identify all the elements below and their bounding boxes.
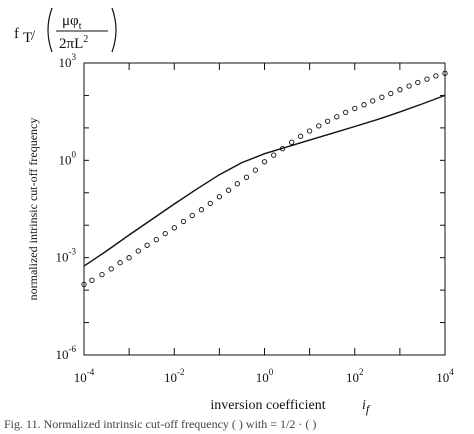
data-point	[379, 94, 385, 100]
data-point	[216, 194, 223, 200]
y-tick-base: 10	[59, 152, 72, 167]
data-point	[126, 255, 132, 261]
corner-label-numerator-sub: t	[79, 21, 82, 32]
chart-corner-label: f T/ μφt 2πL2	[14, 7, 117, 53]
y-tick-label: 103	[59, 52, 77, 70]
data-point	[334, 114, 340, 120]
x-tick-label: 10-2	[164, 367, 185, 385]
axis-ticks	[83, 62, 446, 356]
x-axis-symbol: if	[362, 398, 371, 416]
x-tick-label: 102	[346, 367, 364, 385]
data-point	[424, 76, 430, 82]
data-point	[261, 159, 268, 165]
x-tick-exponent: -4	[87, 367, 95, 377]
x-tick-base: 10	[346, 370, 359, 385]
data-point	[442, 70, 448, 76]
x-tick-exponent: 0	[269, 367, 274, 377]
data-point	[225, 187, 232, 193]
x-tick-base: 10	[164, 370, 177, 385]
x-tick-label: 100	[256, 367, 274, 385]
data-point	[271, 152, 277, 158]
y-tick-label: 100	[59, 149, 77, 167]
figure-caption: Fig. 11. Normalized intrinsic cut-off fr…	[4, 417, 317, 431]
data-point	[99, 271, 105, 278]
data-point	[279, 145, 286, 152]
corner-label-slash: /	[31, 28, 36, 44]
y-tick-exponent: -3	[69, 247, 77, 257]
data-point	[297, 133, 304, 139]
corner-label-numerator-main: μφ	[62, 13, 79, 29]
x-axis-symbol-main: i	[362, 398, 366, 413]
series-line-path	[83, 94, 446, 267]
data-point	[198, 207, 205, 213]
x-tick-label: 104	[436, 367, 454, 385]
data-point	[316, 123, 322, 129]
y-tick-label: 10-6	[56, 344, 77, 362]
x-tick-base: 10	[436, 370, 449, 385]
x-tick-exponent: 4	[449, 367, 454, 377]
corner-label-numerator: μφt	[62, 13, 82, 32]
corner-label-denominator-sup: 2	[83, 34, 88, 45]
corner-label-paren-left	[47, 7, 53, 53]
x-tick-base: 10	[74, 370, 87, 385]
y-tick-exponent: -6	[69, 344, 77, 354]
data-point	[153, 236, 159, 243]
y-tick-base: 10	[56, 250, 69, 265]
data-point	[370, 98, 376, 104]
data-point	[135, 248, 141, 254]
y-tick-exponent: 3	[72, 52, 77, 62]
corner-label-prefix: f	[14, 26, 19, 42]
y-tick-exponent: 0	[72, 149, 77, 159]
data-point	[252, 167, 259, 173]
y-tick-base: 10	[59, 55, 72, 70]
data-point	[207, 200, 213, 207]
data-point	[289, 139, 295, 145]
series-circles	[81, 70, 448, 288]
x-tick-labels: 10-4 10-2 100 102 104	[74, 367, 455, 385]
y-tick-base: 10	[56, 347, 69, 362]
data-point	[433, 73, 439, 79]
data-point	[81, 281, 87, 288]
x-tick-label: 10-4	[74, 367, 95, 385]
data-point	[415, 79, 421, 86]
data-point	[189, 212, 195, 219]
corner-label-denominator-main: 2πL	[59, 36, 83, 52]
corner-label-paren-right	[111, 7, 117, 53]
data-point	[180, 218, 187, 225]
data-point	[243, 174, 250, 180]
data-point	[361, 102, 367, 108]
data-point	[108, 266, 114, 272]
data-point	[397, 87, 403, 93]
data-point	[306, 128, 313, 134]
y-tick-label: 10-3	[56, 247, 77, 265]
data-point	[343, 109, 349, 116]
x-tick-exponent: 2	[359, 367, 364, 377]
corner-label-denominator: 2πL2	[59, 34, 88, 52]
data-point	[388, 90, 394, 97]
series-solid	[83, 94, 446, 267]
data-point	[162, 230, 168, 237]
corner-label-prefix-subscript: T	[23, 30, 32, 46]
plot-frame	[83, 62, 446, 356]
data-point	[89, 277, 95, 283]
y-axis-title: normalized intrinsic cut-off frequency	[26, 118, 40, 301]
data-point	[352, 105, 358, 112]
data-point	[406, 83, 412, 89]
x-tick-base: 10	[256, 370, 269, 385]
data-point	[117, 260, 123, 266]
data-point	[144, 242, 150, 248]
data-point	[324, 118, 331, 124]
data-point	[234, 181, 240, 187]
data-point	[171, 225, 177, 231]
x-axis-symbol-subscript: f	[366, 402, 371, 416]
x-axis-title: inversion coefficient	[210, 398, 325, 413]
x-tick-exponent: -2	[177, 367, 185, 377]
